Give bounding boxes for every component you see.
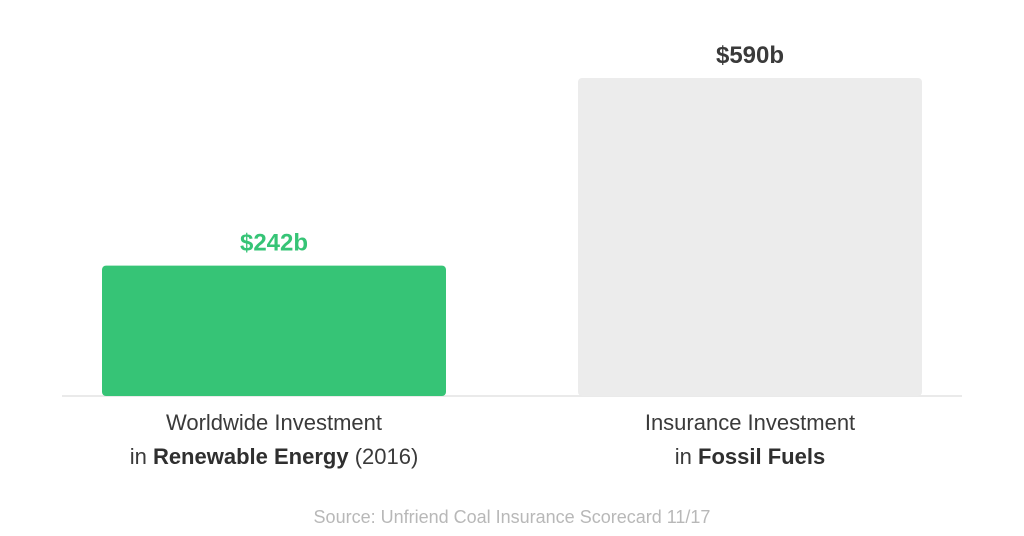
category-label-emphasis: Renewable Energy xyxy=(153,444,349,469)
value-labels-group: $242b $590b xyxy=(240,42,784,257)
bar-1 xyxy=(578,78,922,396)
category-label-text: in xyxy=(130,444,153,469)
category-label-text: (2016) xyxy=(349,444,419,469)
category-labels-group: Worldwide Investment in Renewable Energy … xyxy=(130,410,855,469)
category-label-0-line-1: Worldwide Investment xyxy=(166,410,382,435)
value-label-0: $242b xyxy=(240,230,308,257)
category-label-emphasis: Fossil Fuels xyxy=(698,444,825,469)
category-label-1-line-2: in Fossil Fuels xyxy=(675,444,825,469)
category-label-1-line-1: Insurance Investment xyxy=(645,410,855,435)
category-label-text: Worldwide Investment xyxy=(166,410,382,435)
category-label-text: Insurance Investment xyxy=(645,410,855,435)
bar-0 xyxy=(102,265,446,396)
source-note: Source: Unfriend Coal Insurance Scorecar… xyxy=(314,507,711,527)
value-label-1: $590b xyxy=(716,42,784,69)
bars-group xyxy=(102,78,922,396)
category-label-text: in xyxy=(675,444,698,469)
category-label-0-line-2: in Renewable Energy (2016) xyxy=(130,444,419,469)
